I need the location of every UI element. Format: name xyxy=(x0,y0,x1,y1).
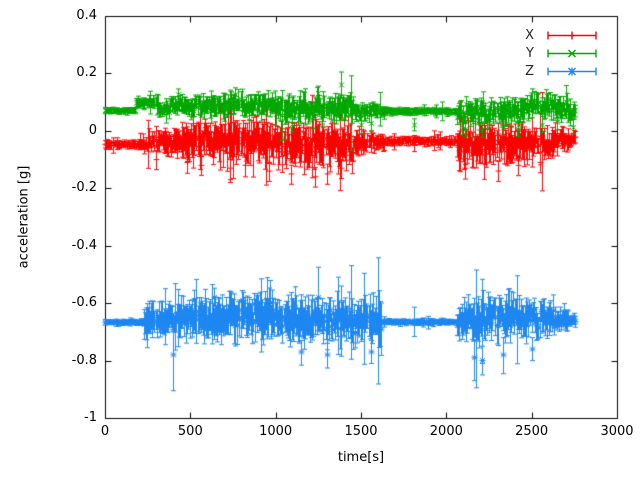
x-tick-label: 2000 xyxy=(429,424,463,439)
y-tick-label: -0.6 xyxy=(71,295,97,311)
y-tick-label: -0.8 xyxy=(71,352,97,368)
legend: X Y xyxy=(512,26,598,80)
y-tick-label: 0.2 xyxy=(76,65,97,81)
errorbar-sample-icon xyxy=(546,28,598,43)
x-tick-label: 3000 xyxy=(600,424,634,439)
x-axis-title: time[s] xyxy=(337,450,385,465)
errorbar-sample-icon xyxy=(546,64,598,79)
y-tick-label: -0.4 xyxy=(71,237,97,253)
y-tick-label: 0.4 xyxy=(76,8,97,23)
x-tick-label: 0 xyxy=(100,424,110,439)
legend-label-z: Z xyxy=(525,63,534,79)
legend-entry-x: X xyxy=(512,26,598,44)
errorbar-sample-icon xyxy=(546,46,598,61)
legend-label-x: X xyxy=(525,27,534,43)
x-tick-label: 500 xyxy=(177,424,203,439)
x-tick-label: 2500 xyxy=(515,424,549,439)
y-tick-label: 0 xyxy=(88,122,97,138)
x-tick-label: 1500 xyxy=(344,424,378,439)
legend-entry-y: Y xyxy=(512,44,598,62)
legend-label-y: Y xyxy=(526,45,534,61)
legend-entry-z: Z xyxy=(512,62,598,80)
y-tick-label: -1 xyxy=(84,410,97,425)
y-tick-label: -0.2 xyxy=(71,180,97,196)
x-tick-label: 1000 xyxy=(259,424,293,439)
